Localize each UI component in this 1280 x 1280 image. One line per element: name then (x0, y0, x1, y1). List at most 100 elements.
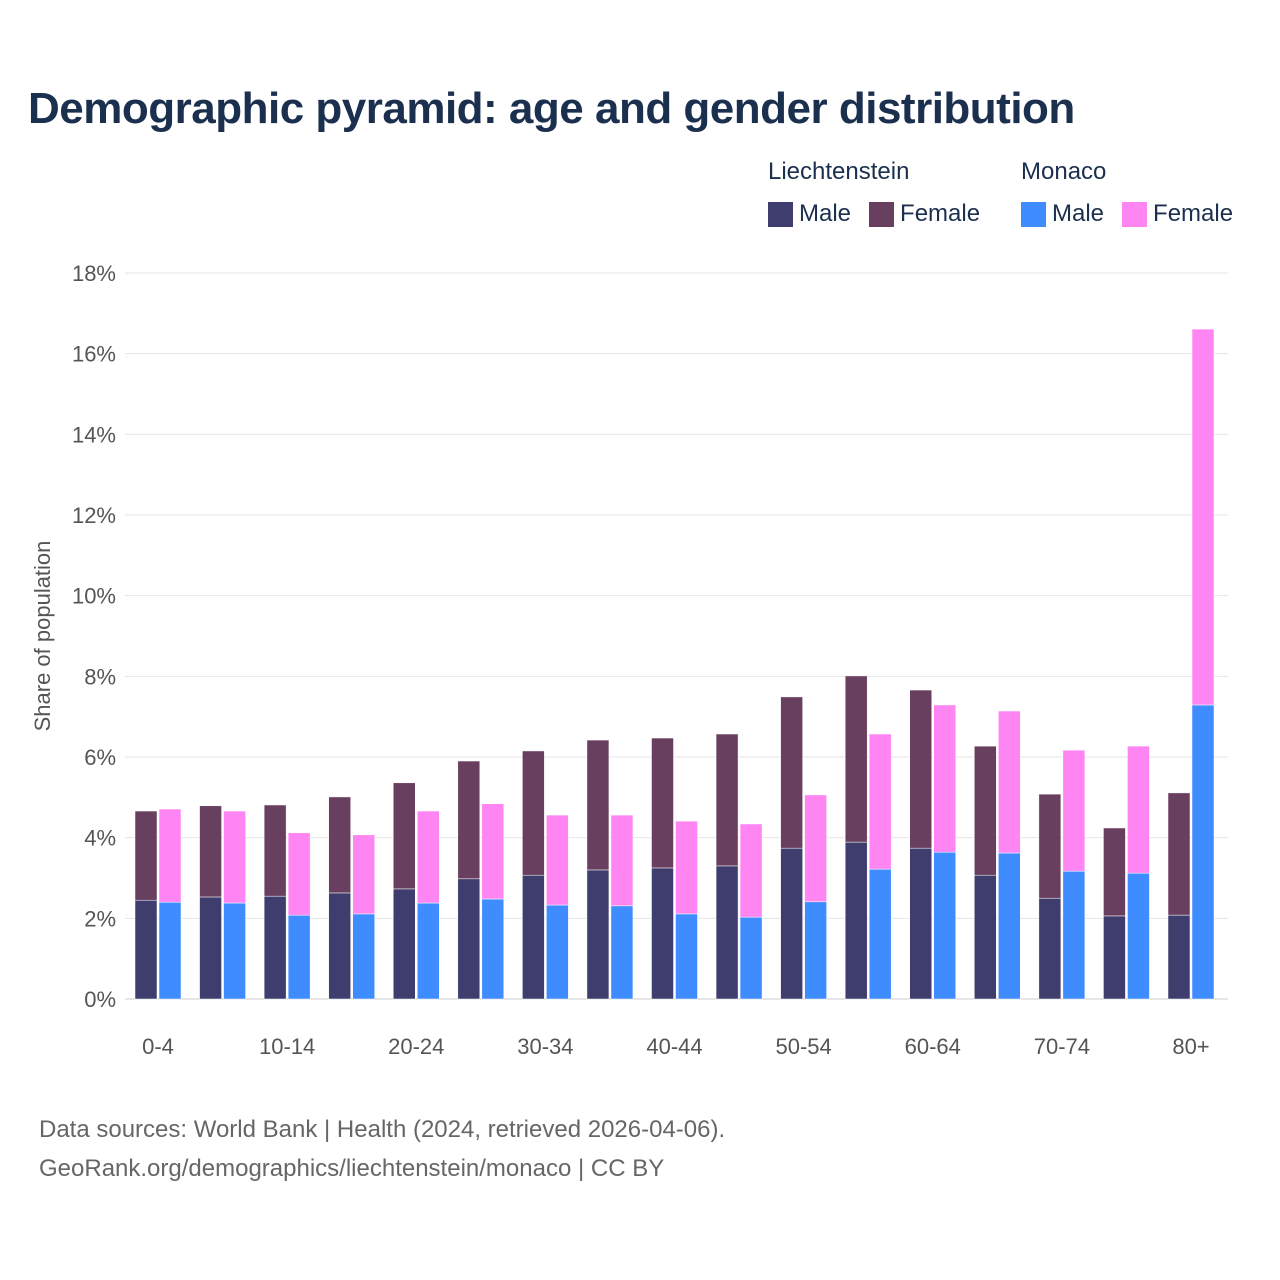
bar-liechtenstein-female-80+[interactable] (1167, 792, 1191, 916)
bar-monaco-female-80+[interactable] (1191, 328, 1215, 706)
bar-monaco-female-0-4[interactable] (158, 808, 182, 903)
bar-monaco-male-70-74[interactable] (1062, 870, 1086, 1000)
y-tick-label: 12% (72, 503, 116, 528)
bar-liechtenstein-male-45-49[interactable] (715, 865, 739, 1000)
legend-swatch (1021, 201, 1046, 227)
x-tick-label: 30-34 (517, 1034, 573, 1059)
y-tick-label: 14% (72, 422, 116, 447)
bar-monaco-female-55-59[interactable] (868, 733, 892, 870)
bar-monaco-female-25-29[interactable] (481, 803, 505, 900)
bar-liechtenstein-male-75-79[interactable] (1103, 915, 1126, 1000)
x-tick-label: 20-24 (388, 1034, 444, 1059)
bar-liechtenstein-female-75-79[interactable] (1103, 827, 1126, 917)
bar-liechtenstein-male-0-4[interactable] (134, 899, 158, 1000)
bar-liechtenstein-male-25-29[interactable] (457, 878, 481, 1000)
x-tick-label: 10-14 (259, 1034, 315, 1059)
footer-sources: Data sources: World Bank | Health (2024,… (39, 1116, 726, 1143)
bar-monaco-female-15-19[interactable] (352, 834, 375, 915)
legend-label: Female (1153, 200, 1234, 227)
bar-liechtenstein-male-40-44[interactable] (651, 867, 674, 1000)
y-tick-label: 16% (72, 342, 116, 367)
bar-liechtenstein-male-30-34[interactable] (522, 874, 545, 1000)
bar-monaco-male-15-19[interactable] (352, 913, 375, 1000)
bar-liechtenstein-male-55-59[interactable] (844, 841, 868, 1000)
chart-title: Demographic pyramid: age and gender dist… (28, 84, 1075, 133)
bar-monaco-female-5-9[interactable] (223, 810, 246, 904)
bar-monaco-male-40-44[interactable] (675, 913, 698, 1000)
bar-liechtenstein-male-15-19[interactable] (328, 892, 351, 1000)
footer-url[interactable]: GeoRank.org/demographics/liechtenstein/m… (39, 1155, 665, 1182)
legend-swatch (768, 201, 793, 227)
bar-monaco-female-70-74[interactable] (1062, 749, 1086, 872)
bar-liechtenstein-male-10-14[interactable] (263, 895, 287, 1000)
bar-monaco-male-5-9[interactable] (223, 902, 246, 1000)
bar-monaco-female-75-79[interactable] (1127, 745, 1150, 874)
bar-monaco-male-60-64[interactable] (933, 851, 956, 1000)
bar-liechtenstein-male-70-74[interactable] (1038, 897, 1062, 1000)
legend-monaco: Monaco Male Female (1021, 158, 1233, 228)
legend-item-liechtenstein-male[interactable]: Male (768, 200, 851, 228)
legend-label: Male (799, 200, 852, 227)
bar-monaco-female-65-69[interactable] (998, 710, 1021, 854)
x-tick-label: 70-74 (1034, 1034, 1090, 1059)
bar-liechtenstein-female-25-29[interactable] (457, 760, 481, 880)
legend-item-liechtenstein-female[interactable]: Female (869, 200, 980, 228)
legend-label: Male (1052, 200, 1105, 227)
bar-monaco-female-10-14[interactable] (287, 832, 311, 916)
bar-liechtenstein-female-0-4[interactable] (134, 810, 158, 901)
x-tick-label: 80+ (1172, 1034, 1209, 1059)
legend-swatch (869, 201, 895, 227)
bar-monaco-male-50-54[interactable] (804, 901, 827, 1000)
bar-monaco-female-20-24[interactable] (417, 810, 440, 904)
bar-monaco-male-45-49[interactable] (739, 916, 763, 1000)
x-tick-label: 40-44 (646, 1034, 702, 1059)
bar-liechtenstein-female-20-24[interactable] (393, 782, 416, 890)
y-tick-label: 2% (84, 906, 116, 931)
bar-monaco-male-10-14[interactable] (287, 914, 311, 1000)
bar-monaco-female-50-54[interactable] (804, 794, 827, 903)
bar-monaco-male-65-69[interactable] (998, 852, 1021, 1000)
bar-liechtenstein-male-35-39[interactable] (586, 869, 610, 1000)
y-tick-label: 8% (84, 664, 116, 689)
bar-liechtenstein-male-60-64[interactable] (909, 847, 932, 1000)
y-tick-label: 4% (84, 826, 116, 851)
bar-liechtenstein-male-20-24[interactable] (393, 888, 416, 1000)
bar-monaco-female-45-49[interactable] (739, 823, 763, 918)
x-tick-label: 60-64 (905, 1034, 961, 1059)
bar-liechtenstein-male-65-69[interactable] (974, 874, 997, 1000)
y-tick-label: 18% (72, 261, 116, 286)
bar-liechtenstein-female-65-69[interactable] (974, 745, 997, 876)
bar-monaco-male-0-4[interactable] (158, 901, 182, 1000)
legend-item-monaco-male[interactable]: Male (1021, 200, 1104, 228)
bar-liechtenstein-female-40-44[interactable] (651, 737, 674, 869)
bar-liechtenstein-female-50-54[interactable] (780, 696, 803, 849)
bar-monaco-male-30-34[interactable] (546, 904, 569, 1000)
bar-liechtenstein-female-35-39[interactable] (586, 739, 610, 871)
bar-liechtenstein-female-30-34[interactable] (522, 750, 545, 876)
legend-item-monaco-female[interactable]: Female (1122, 200, 1233, 228)
bar-liechtenstein-female-45-49[interactable] (715, 733, 739, 867)
bar-monaco-female-60-64[interactable] (933, 704, 956, 853)
bar-monaco-female-40-44[interactable] (675, 820, 698, 915)
bar-liechtenstein-female-5-9[interactable] (199, 805, 222, 898)
bar-monaco-male-80+[interactable] (1191, 704, 1215, 1000)
bar-monaco-male-75-79[interactable] (1127, 872, 1150, 1000)
bar-monaco-male-35-39[interactable] (610, 905, 634, 1000)
bar-monaco-female-30-34[interactable] (546, 814, 569, 906)
legend-label: Female (900, 200, 981, 227)
bar-liechtenstein-female-60-64[interactable] (909, 689, 932, 849)
bar-liechtenstein-female-55-59[interactable] (844, 675, 868, 843)
bar-liechtenstein-female-15-19[interactable] (328, 796, 351, 894)
bar-monaco-male-20-24[interactable] (417, 902, 440, 1000)
bar-liechtenstein-male-80+[interactable] (1167, 914, 1191, 1000)
bar-liechtenstein-male-50-54[interactable] (780, 847, 803, 1000)
bar-liechtenstein-female-10-14[interactable] (263, 804, 287, 897)
bar-monaco-female-35-39[interactable] (610, 814, 634, 907)
y-tick-label: 10% (72, 584, 116, 609)
bar-monaco-male-55-59[interactable] (868, 868, 892, 1000)
bar-monaco-male-25-29[interactable] (481, 898, 505, 1000)
bar-liechtenstein-male-5-9[interactable] (199, 896, 222, 1000)
bar-liechtenstein-female-70-74[interactable] (1038, 793, 1062, 899)
legend-liechtenstein: Liechtenstein Male Female (768, 158, 980, 228)
